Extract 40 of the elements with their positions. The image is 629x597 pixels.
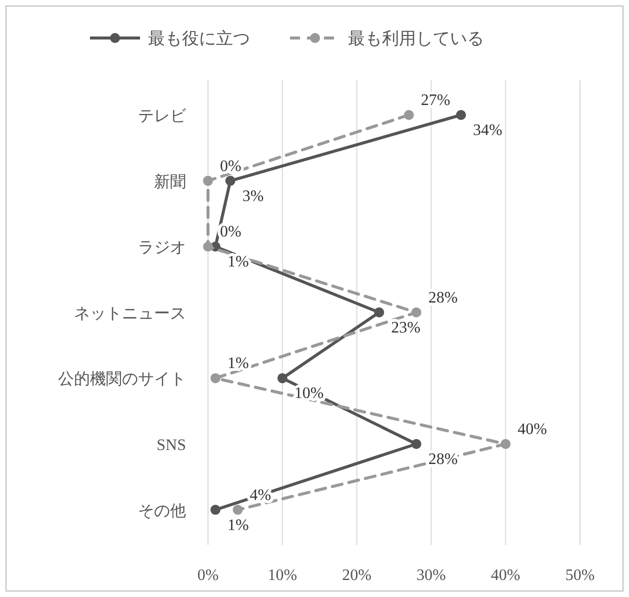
point xyxy=(411,439,422,449)
data-label: 28% xyxy=(428,451,458,468)
data-label: 3% xyxy=(242,188,264,205)
x-tick-label: 20% xyxy=(342,567,372,584)
point xyxy=(203,242,213,252)
data-label: 34% xyxy=(472,122,502,139)
point xyxy=(203,176,213,186)
x-tick-label: 0% xyxy=(197,567,219,584)
point xyxy=(404,110,414,120)
y-tick-label: ネットニュース xyxy=(74,305,186,322)
point xyxy=(456,110,466,120)
x-tick-label: 50% xyxy=(565,567,595,584)
data-label: 1% xyxy=(227,355,249,372)
y-tick-label: 新聞 xyxy=(154,172,186,191)
y-tick-label: 公的機関のサイト xyxy=(58,370,186,388)
data-label: 40% xyxy=(518,421,547,438)
data-label: 1% xyxy=(227,516,249,534)
data-label: 1% xyxy=(227,254,249,271)
point xyxy=(232,504,243,515)
legend-label: 最も利用している xyxy=(348,29,484,48)
point xyxy=(225,176,236,186)
point xyxy=(374,307,384,318)
y-tick-label: ラジオ xyxy=(138,240,186,257)
x-tick-label: 40% xyxy=(490,567,520,584)
x-tick-label: 10% xyxy=(268,567,298,584)
data-label: 28% xyxy=(428,289,458,306)
legend-label: 最も役に立つ xyxy=(148,29,250,48)
data-label: 0% xyxy=(220,158,242,175)
point xyxy=(210,373,220,384)
point xyxy=(210,504,220,515)
point xyxy=(500,439,511,449)
point xyxy=(277,373,288,384)
data-label: 0% xyxy=(220,224,242,241)
y-tick-label: テレビ xyxy=(138,108,187,125)
y-tick-label: SNS xyxy=(156,437,186,454)
point xyxy=(411,307,422,318)
x-tick-label: 30% xyxy=(416,567,446,584)
data-label: 27% xyxy=(420,92,450,109)
data-label: 23% xyxy=(391,319,420,336)
y-tick-label: その他 xyxy=(138,502,186,520)
